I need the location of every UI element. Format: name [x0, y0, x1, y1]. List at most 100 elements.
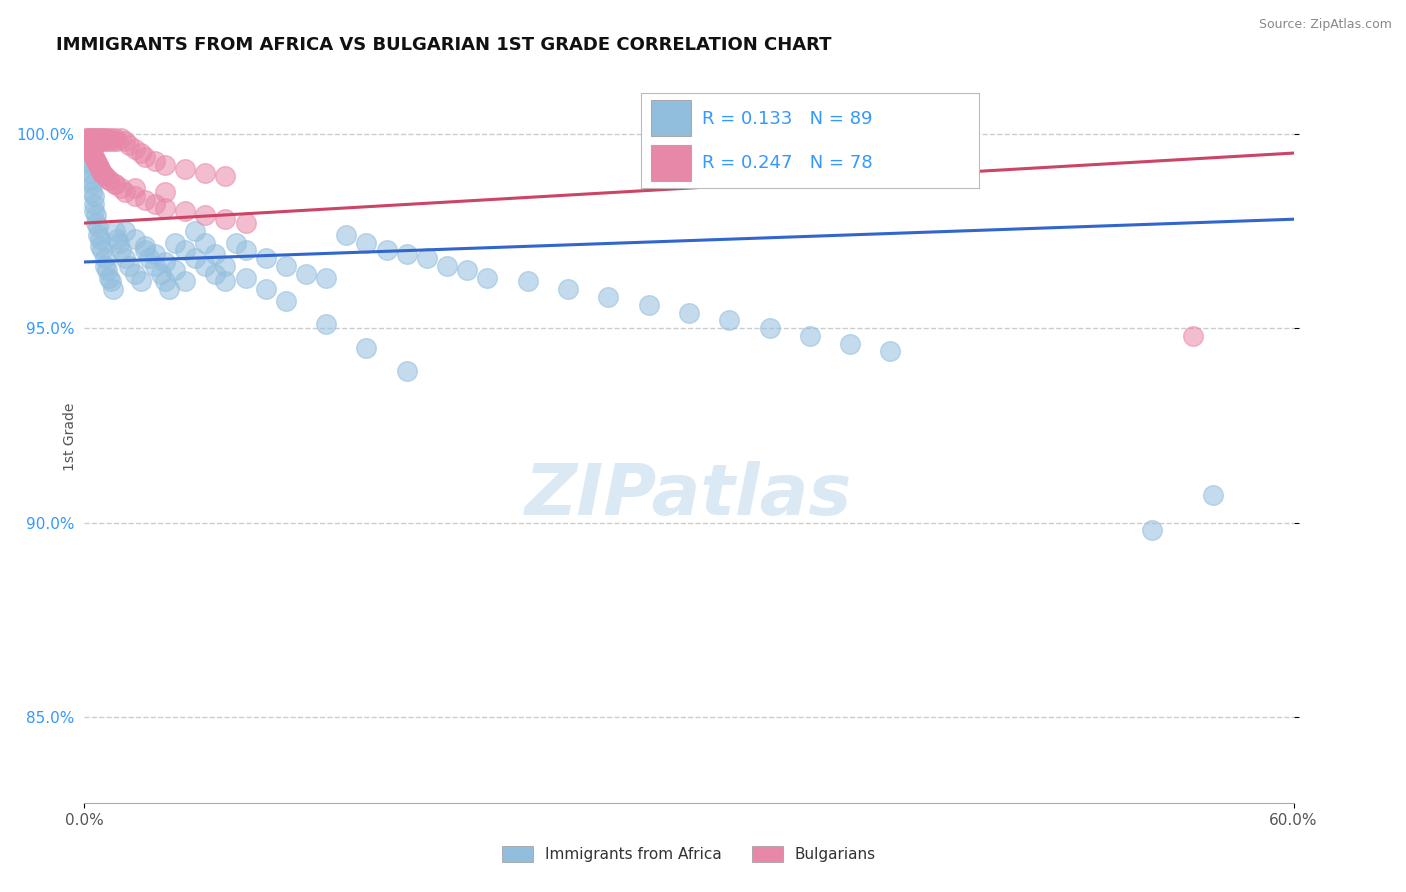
Point	[83, 150, 105, 164]
Point	[799, 329, 821, 343]
Point	[91, 130, 114, 145]
Point	[93, 169, 115, 184]
Point	[114, 135, 136, 149]
Point	[254, 282, 277, 296]
Point	[194, 165, 217, 179]
Point	[129, 146, 152, 161]
Point	[79, 135, 101, 149]
Point	[83, 196, 105, 211]
Point	[82, 185, 104, 199]
Point	[225, 235, 247, 250]
Point	[235, 244, 257, 258]
Point	[87, 219, 110, 234]
Point	[77, 138, 100, 153]
Point	[93, 251, 115, 265]
Point	[83, 130, 105, 145]
Point	[86, 153, 108, 168]
Point	[97, 173, 120, 187]
Point	[174, 204, 197, 219]
Point	[96, 130, 118, 145]
Point	[91, 135, 114, 149]
Point	[97, 135, 120, 149]
Point	[83, 189, 105, 203]
Point	[839, 336, 862, 351]
Point	[75, 138, 97, 153]
Text: IMMIGRANTS FROM AFRICA VS BULGARIAN 1ST GRADE CORRELATION CHART: IMMIGRANTS FROM AFRICA VS BULGARIAN 1ST …	[56, 36, 832, 54]
Point	[110, 181, 132, 195]
Point	[315, 270, 337, 285]
Point	[110, 244, 132, 258]
Point	[879, 344, 901, 359]
Point	[194, 235, 217, 250]
Point	[82, 130, 104, 145]
Point	[86, 130, 108, 145]
Point	[77, 146, 100, 161]
Y-axis label: 1st Grade: 1st Grade	[63, 403, 77, 471]
Point	[153, 201, 176, 215]
Point	[79, 142, 101, 156]
Point	[96, 262, 118, 277]
Point	[86, 153, 108, 168]
Point	[77, 130, 100, 145]
Point	[75, 130, 97, 145]
Point	[93, 169, 115, 184]
Point	[79, 142, 101, 156]
Point	[214, 275, 236, 289]
Point	[83, 138, 105, 153]
Point	[110, 130, 132, 145]
Point	[184, 224, 207, 238]
Point	[165, 235, 187, 250]
Point	[235, 270, 257, 285]
Point	[104, 177, 127, 191]
Point	[124, 189, 146, 203]
Point	[254, 251, 277, 265]
Point	[101, 282, 124, 296]
Point	[104, 224, 127, 238]
Point	[129, 275, 152, 289]
Point	[89, 239, 111, 253]
Point	[153, 275, 176, 289]
Point	[87, 135, 110, 149]
Point	[1142, 524, 1164, 538]
Point	[104, 177, 127, 191]
Point	[79, 138, 101, 153]
Point	[134, 244, 156, 258]
Point	[75, 135, 97, 149]
Point	[124, 267, 146, 281]
Point	[143, 196, 166, 211]
Point	[91, 165, 114, 179]
Point	[89, 161, 111, 176]
Point	[204, 247, 226, 261]
Point	[598, 290, 620, 304]
Point	[134, 150, 156, 164]
Point	[477, 270, 499, 285]
Point	[77, 138, 100, 153]
Point	[557, 282, 579, 296]
Point	[83, 150, 105, 164]
Point	[436, 259, 458, 273]
Point	[456, 262, 478, 277]
Point	[77, 142, 100, 156]
Point	[165, 262, 187, 277]
Point	[89, 130, 111, 145]
Point	[83, 204, 105, 219]
Point	[100, 130, 122, 145]
Legend: Immigrants from Africa, Bulgarians: Immigrants from Africa, Bulgarians	[496, 840, 882, 868]
Point	[153, 255, 176, 269]
Point	[97, 270, 120, 285]
Point	[138, 251, 160, 265]
Point	[114, 185, 136, 199]
Point	[1181, 329, 1204, 343]
Point	[214, 169, 236, 184]
Text: ZIPatlas: ZIPatlas	[526, 461, 852, 530]
Point	[89, 232, 111, 246]
Point	[107, 235, 129, 250]
Point	[82, 177, 104, 191]
Text: Source: ZipAtlas.com: Source: ZipAtlas.com	[1258, 18, 1392, 31]
Point	[143, 259, 166, 273]
Point	[395, 364, 418, 378]
Point	[87, 158, 110, 172]
Point	[87, 158, 110, 172]
Point	[174, 244, 197, 258]
Point	[1202, 488, 1225, 502]
